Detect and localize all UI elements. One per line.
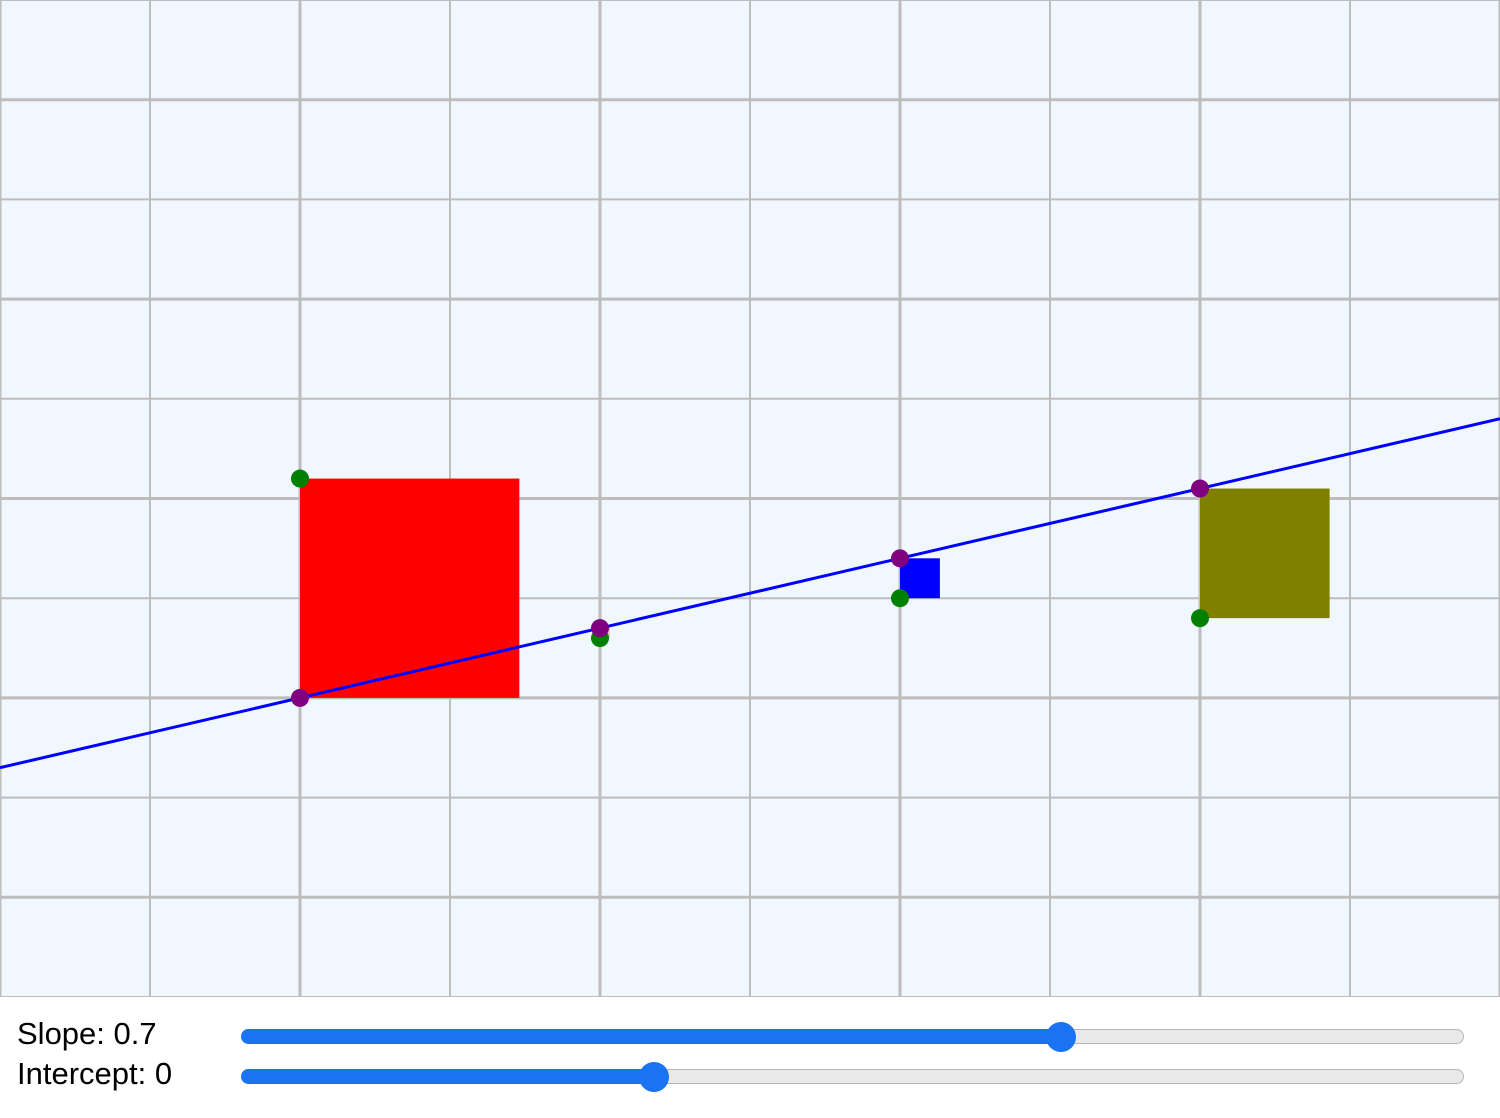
- slope-slider-thumb[interactable]: [1046, 1022, 1077, 1052]
- slope-slider-fill: [241, 1029, 1062, 1044]
- predicted-point: [1191, 479, 1209, 498]
- slope-control: Slope: 0.7: [0, 1015, 1500, 1055]
- controls-panel: Slope: 0.7 Intercept: 0: [0, 997, 1500, 1118]
- residual-squares: [300, 478, 1330, 698]
- data-point: [291, 469, 309, 488]
- regression-line: [0, 417, 1500, 770]
- points: [291, 469, 1209, 707]
- regression-plot[interactable]: [0, 0, 1500, 997]
- predicted-point: [591, 619, 609, 638]
- intercept-slider-thumb[interactable]: [638, 1062, 669, 1092]
- data-point: [891, 589, 909, 608]
- slope-label: Slope: 0.7: [17, 1016, 157, 1051]
- residual-square: [300, 478, 520, 698]
- predicted-point: [891, 549, 909, 568]
- data-point: [1191, 609, 1209, 628]
- intercept-control: Intercept: 0: [0, 1055, 1500, 1095]
- predicted-point: [291, 688, 309, 707]
- residual-square: [1200, 488, 1330, 619]
- grid: [0, 0, 1500, 997]
- intercept-slider-fill: [241, 1069, 654, 1084]
- intercept-label: Intercept: 0: [17, 1056, 173, 1091]
- residual-square: [900, 558, 940, 599]
